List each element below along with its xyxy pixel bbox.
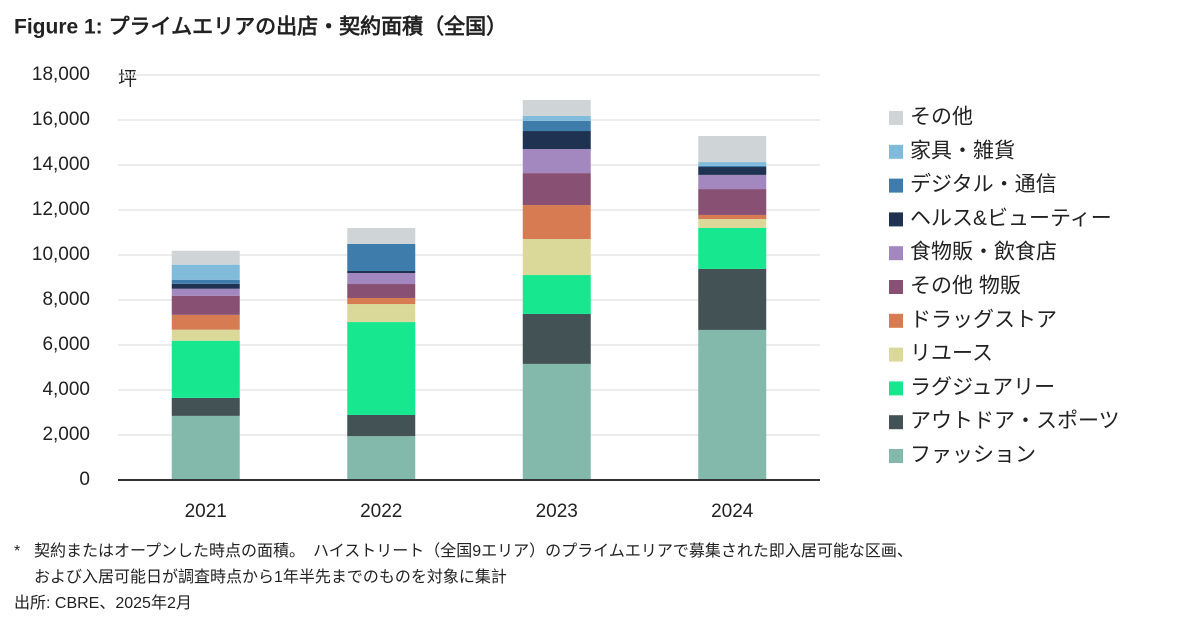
y-tick-label: 4,000	[42, 379, 90, 400]
chart-title: Figure 1: プライムエリアの出店・契約面積（全国）	[14, 15, 507, 39]
y-tick-label: 0	[79, 469, 90, 490]
bar-segment	[171, 314, 240, 330]
bar-segment	[522, 149, 591, 174]
bar-segment	[347, 228, 416, 244]
legend-swatch	[889, 144, 903, 159]
source: 出所: CBRE、2025年2月	[14, 594, 192, 612]
y-tick-label: 10,000	[32, 244, 90, 265]
bar-segment	[347, 414, 416, 437]
footnote: 契約またはオープンした時点の面積。 ハイストリート（全国9エリア）のプライムエリ…	[34, 542, 913, 560]
bar-segment	[698, 174, 767, 190]
y-tick-label: 18,000	[32, 64, 90, 85]
x-tick-label: 2024	[711, 501, 754, 522]
bar-segment	[698, 165, 767, 168]
bar-segment	[698, 228, 767, 269]
legend-swatch	[889, 178, 903, 193]
y-tick-label: 8,000	[42, 289, 90, 310]
legend-swatch	[889, 415, 903, 430]
bar-segment	[347, 270, 416, 273]
bar-segment	[171, 250, 240, 265]
footnote: および入居可能日が調査時点から1年半先までのものを対象に集計	[34, 568, 507, 586]
legend-swatch	[889, 313, 903, 328]
legend-swatch	[889, 212, 903, 227]
bar-segment	[522, 99, 591, 116]
bar-segment	[522, 120, 591, 132]
legend-label: ドラッグストア	[910, 308, 1057, 331]
bar-segment	[522, 363, 591, 480]
x-tick-label: 2023	[536, 501, 578, 522]
bar-segment	[522, 131, 591, 150]
bar-segment	[522, 205, 591, 240]
bar-segment	[171, 397, 240, 416]
y-unit: 坪	[118, 68, 137, 90]
bar-segment	[171, 283, 240, 289]
legend-swatch	[889, 381, 903, 396]
bar-segment	[171, 279, 240, 284]
y-tick-label: 12,000	[32, 199, 90, 220]
bar-segment	[698, 135, 767, 163]
legend-label: ファッション	[910, 444, 1036, 467]
bar-segment	[698, 329, 767, 480]
y-tick-label: 14,000	[32, 154, 90, 175]
bar-segment	[171, 295, 240, 315]
y-tick-label: 6,000	[42, 334, 90, 355]
x-tick-label: 2022	[360, 501, 402, 522]
legend-swatch	[889, 111, 903, 125]
legend-label: デジタル・通信	[910, 173, 1057, 196]
bar-segment	[171, 340, 240, 398]
bar-segment	[698, 167, 767, 175]
bar-segment	[347, 436, 416, 480]
legend-label: リユース	[910, 342, 993, 365]
legend-label: 食物販・飲食店	[910, 241, 1057, 264]
bar-segment	[347, 284, 416, 298]
bar-segment	[522, 313, 591, 364]
footnote-marker: *	[14, 543, 20, 560]
bar-segment	[347, 297, 416, 305]
legend-swatch	[889, 449, 903, 463]
bar-segment	[347, 243, 416, 271]
bar-segment	[698, 189, 767, 215]
bar-segment	[522, 115, 591, 121]
y-tick-label: 2,000	[42, 424, 90, 445]
x-tick-label: 2021	[185, 501, 227, 522]
legend-label: その他 物販	[910, 275, 1021, 298]
legend-swatch	[889, 280, 903, 294]
bar-segment	[347, 273, 416, 285]
legend-label: アウトドア・スポーツ	[910, 410, 1120, 433]
legend-label: その他	[910, 106, 973, 129]
bar-segment	[347, 322, 416, 415]
legend-swatch	[889, 246, 903, 261]
bar-segment	[522, 173, 591, 206]
bar-segment	[522, 275, 591, 314]
legend-label: 家具・雑貨	[910, 139, 1015, 162]
y-tick-label: 16,000	[32, 109, 90, 130]
bar-segment	[171, 329, 240, 341]
bar-segment	[698, 162, 767, 166]
bar-segment	[698, 219, 767, 228]
legend-label: ヘルス&ビューティー	[910, 207, 1112, 230]
bar-segment	[698, 268, 767, 330]
legend-swatch	[889, 347, 903, 362]
legend-label: ラグジュアリー	[910, 376, 1055, 399]
bar-segment	[171, 415, 240, 480]
bar-segment	[347, 304, 416, 323]
bar-segment	[171, 288, 240, 296]
bar-segment	[522, 239, 591, 276]
bar-segment	[698, 214, 767, 219]
bar-segment	[171, 264, 240, 280]
